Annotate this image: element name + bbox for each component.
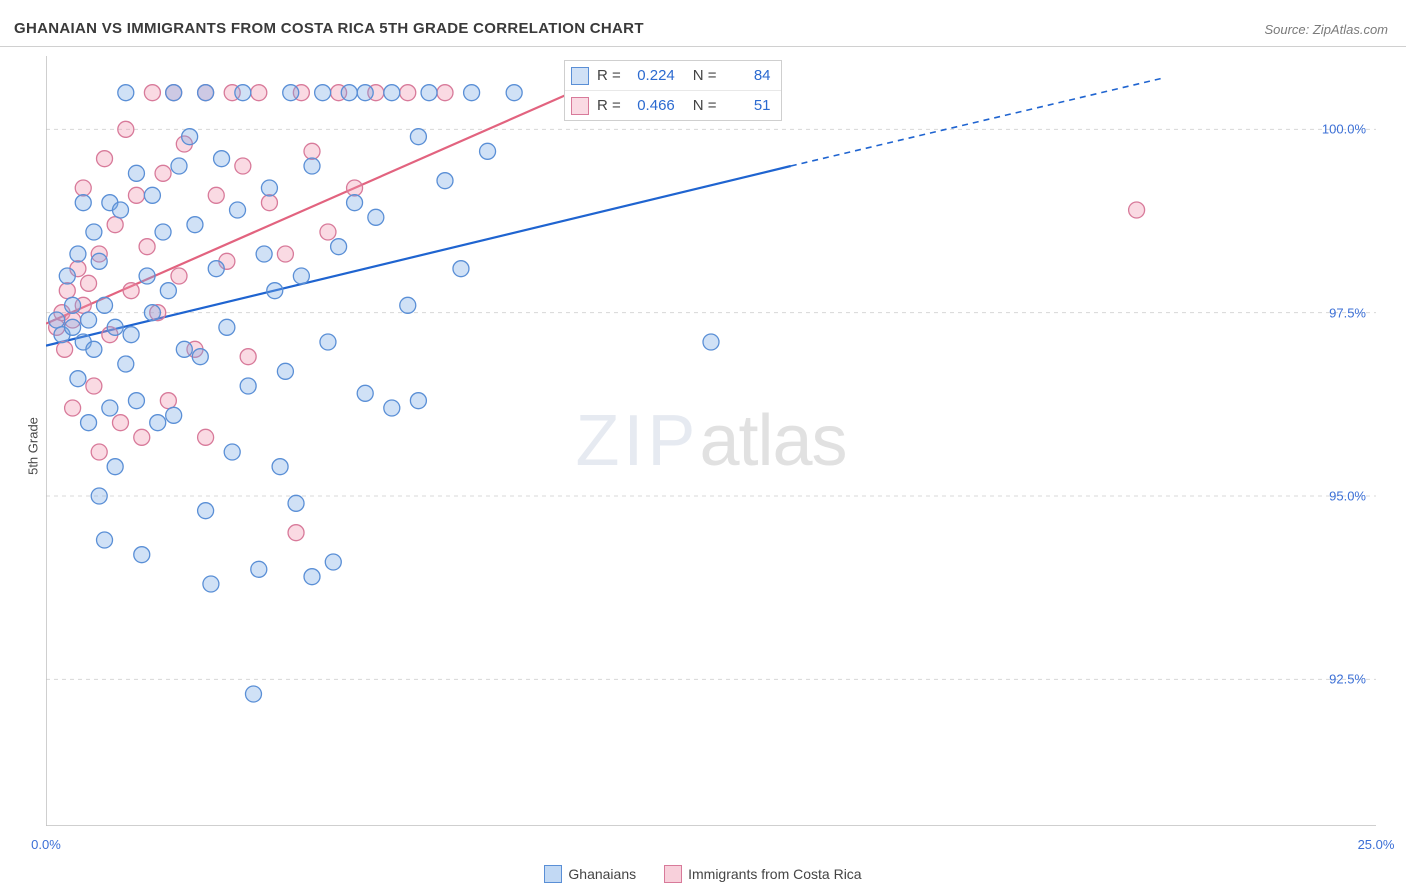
bottom-legend: Ghanaians Immigrants from Costa Rica	[0, 865, 1406, 886]
stat-n-label: N =	[693, 95, 717, 116]
stat-r-value: 0.466	[629, 95, 675, 116]
stat-n-label: N =	[693, 65, 717, 86]
chart-header: GHANAIAN VS IMMIGRANTS FROM COSTA RICA 5…	[0, 0, 1406, 47]
legend-swatch	[544, 865, 562, 883]
chart-plot-area: ZIPatlas 92.5%95.0%97.5%100.0%0.0%25.0%	[46, 56, 1376, 826]
chart-source: Source: ZipAtlas.com	[1264, 22, 1388, 37]
stat-n-value: 84	[725, 65, 771, 86]
y-tick-label: 97.5%	[1329, 305, 1366, 320]
chart-title: GHANAIAN VS IMMIGRANTS FROM COSTA RICA 5…	[14, 20, 644, 37]
stat-n-value: 51	[725, 95, 771, 116]
x-tick-label: 25.0%	[1358, 837, 1395, 852]
legend-label: Immigrants from Costa Rica	[688, 866, 861, 882]
y-tick-label: 100.0%	[1322, 122, 1366, 137]
legend-swatch	[664, 865, 682, 883]
stat-r-label: R =	[597, 95, 621, 116]
stat-r-label: R =	[597, 65, 621, 86]
stats-row: R = 0.466 N = 51	[565, 91, 781, 120]
legend-item: Ghanaians	[544, 865, 636, 883]
series-swatch	[571, 67, 589, 85]
legend-item: Immigrants from Costa Rica	[664, 865, 861, 883]
correlation-stats-box: R = 0.224 N = 84 R = 0.466 N = 51	[564, 60, 782, 121]
y-axis-label: 5th Grade	[25, 417, 40, 475]
x-tick-label: 0.0%	[31, 837, 61, 852]
y-tick-label: 95.0%	[1329, 489, 1366, 504]
stat-r-value: 0.224	[629, 65, 675, 86]
stats-row: R = 0.224 N = 84	[565, 61, 781, 91]
chart-svg	[46, 56, 1376, 826]
y-tick-label: 92.5%	[1329, 672, 1366, 687]
legend-label: Ghanaians	[568, 866, 636, 882]
series-swatch	[571, 97, 589, 115]
